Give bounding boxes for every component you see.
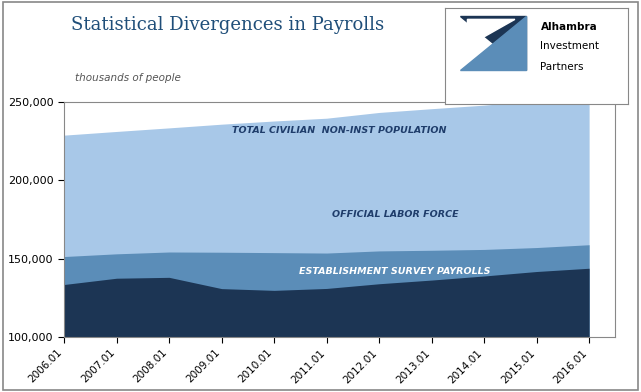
Text: thousands of people: thousands of people bbox=[75, 73, 181, 83]
Polygon shape bbox=[460, 16, 526, 70]
Polygon shape bbox=[460, 16, 526, 70]
Text: Investment: Investment bbox=[540, 41, 599, 51]
Text: Alhambra: Alhambra bbox=[540, 22, 597, 32]
Text: Statistical Divergences in Payrolls: Statistical Divergences in Payrolls bbox=[71, 16, 383, 34]
Text: ESTABLISHMENT SURVEY PAYROLLS: ESTABLISHMENT SURVEY PAYROLLS bbox=[299, 267, 490, 276]
Text: Partners: Partners bbox=[540, 62, 584, 73]
Text: TOTAL CIVILIAN  NON-INST POPULATION: TOTAL CIVILIAN NON-INST POPULATION bbox=[233, 126, 447, 134]
Text: OFFICIAL LABOR FORCE: OFFICIAL LABOR FORCE bbox=[331, 211, 458, 219]
Polygon shape bbox=[467, 19, 515, 46]
